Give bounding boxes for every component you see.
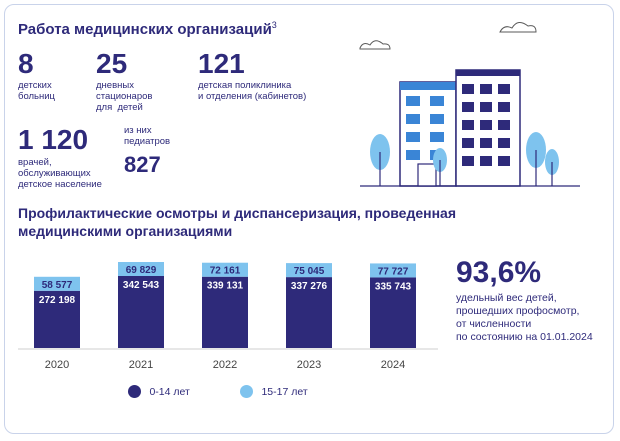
legend-item-15-17: 15-17 лет (240, 383, 308, 401)
coverage-description: удельный вес детей, прошедших профосмотр… (456, 292, 593, 343)
data-label-0-14-2024: 335 743 (375, 281, 412, 292)
x-tick-label-2024: 2024 (381, 359, 405, 371)
bar-0-14-2021 (118, 276, 164, 348)
stat-hospitals: 8 детских больниц (18, 48, 56, 103)
bar-15-17-2020 (34, 276, 80, 291)
section-title-checkups: Профилактические осмотры и диспансеризац… (18, 205, 456, 239)
cloud-icon (359, 40, 391, 50)
stat-day-hospitals: 25 дневных стационаров для детей (96, 48, 153, 114)
legend-swatch-15-17 (240, 385, 253, 399)
tree-icon (433, 148, 447, 186)
bar-15-17-2023 (286, 263, 332, 278)
x-tick-label-2021: 2021 (129, 359, 153, 371)
tree-icon (545, 149, 559, 186)
stat-polyclinics: 121 детская поликлиника и отделения (каб… (198, 48, 307, 103)
bar-0-14-2023 (286, 277, 332, 348)
legend-item-0-14: 0-14 лет (128, 383, 190, 401)
legend-swatch-0-14 (128, 385, 141, 399)
x-tick-label-2022: 2022 (213, 359, 237, 371)
data-label-15-17-2021: 69 829 (126, 265, 157, 276)
tree-icon (370, 134, 390, 186)
bar-0-14-2022 (202, 276, 248, 348)
data-label-15-17-2023: 75 045 (294, 266, 325, 277)
cloud-icon (499, 22, 537, 33)
bar-0-14-2020 (34, 290, 80, 348)
x-tick-label-2023: 2023 (297, 359, 321, 371)
coverage-percent: 93,6% (456, 256, 542, 289)
tree-icon (526, 132, 546, 186)
data-label-15-17-2024: 77 727 (378, 266, 409, 277)
bar-15-17-2021 (118, 262, 164, 276)
stat-pediatricians: из них педиатров 827 (124, 125, 171, 177)
bar-0-14-2024 (370, 277, 416, 348)
bar-15-17-2022 (202, 262, 248, 277)
bar-15-17-2024 (370, 263, 416, 278)
x-tick-label-2020: 2020 (45, 359, 69, 371)
data-label-0-14-2023: 337 276 (291, 281, 328, 292)
data-label-0-14-2022: 339 131 (207, 281, 244, 292)
data-label-0-14-2020: 272 198 (39, 295, 76, 306)
coverage-highlight: 93,6% удельный вес детей, прошедших проф… (456, 258, 593, 344)
data-label-15-17-2022: 72 161 (210, 266, 241, 277)
hospital-building-illustration (359, 22, 580, 187)
section-title-medical-organizations: Работа медицинских организаций3 (18, 20, 277, 38)
checkups-stacked-bar-chart: 58 577 272 198 2020 69 829 342 543 2021 72 161… (18, 262, 438, 371)
data-label-0-14-2021: 342 543 (123, 280, 160, 291)
data-label-15-17-2020: 58 577 (42, 280, 73, 291)
infographic-frame (4, 4, 614, 434)
stat-doctors: 1 120 врачей, обслуживающих детское насе… (18, 124, 102, 191)
